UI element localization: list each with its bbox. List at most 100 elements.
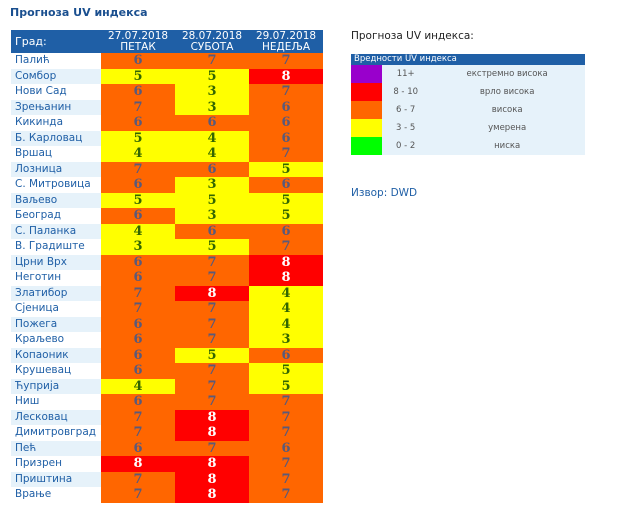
city-name: Лозница <box>11 161 101 177</box>
uv-value-cell: 6 <box>101 115 175 131</box>
uv-value-cell: 6 <box>101 363 175 379</box>
uv-value-cell: 7 <box>175 301 249 317</box>
city-name: Палић <box>11 53 101 69</box>
uv-value-cell: 3 <box>175 177 249 193</box>
uv-value-cell: 4 <box>249 301 323 317</box>
uv-value-cell: 7 <box>101 425 175 441</box>
uv-value-cell: 5 <box>175 192 249 208</box>
uv-value-cell: 6 <box>175 115 249 131</box>
uv-value-cell: 7 <box>101 99 175 115</box>
uv-value-cell: 6 <box>249 99 323 115</box>
uv-value-cell: 5 <box>175 68 249 84</box>
legend-row: 11+ екстремно висока <box>351 65 585 83</box>
table-row: Копаоник 6 5 6 <box>11 347 323 363</box>
legend-color-swatch <box>351 119 382 137</box>
city-name: Ниш <box>11 394 101 410</box>
legend-label: ниска <box>429 137 585 155</box>
uv-value-cell: 6 <box>101 208 175 224</box>
day-name: ПЕТАК <box>120 40 156 53</box>
table-row: Црни Врх 6 7 8 <box>11 254 323 270</box>
day-column-header: 29.07.2018 НЕДЕЉА <box>249 30 323 53</box>
table-row: Неготин 6 7 8 <box>11 270 323 286</box>
day-column-header: 28.07.2018 СУБОТА <box>175 30 249 53</box>
uv-value-cell: 8 <box>101 456 175 472</box>
uv-value-cell: 5 <box>175 239 249 255</box>
legend-label: умерена <box>429 119 585 137</box>
uv-value-cell: 7 <box>249 84 323 100</box>
table-row: Димитровград 7 8 7 <box>11 425 323 441</box>
uv-value-cell: 7 <box>249 239 323 255</box>
legend-range: 8 - 10 <box>382 83 430 101</box>
uv-value-cell: 4 <box>249 285 323 301</box>
table-row: С. Митровица 6 3 6 <box>11 177 323 193</box>
uv-value-cell: 7 <box>249 456 323 472</box>
legend-title: Прогноза UV индекса: <box>351 30 474 42</box>
uv-value-cell: 6 <box>249 223 323 239</box>
uv-value-cell: 6 <box>101 53 175 69</box>
uv-value-cell: 3 <box>101 239 175 255</box>
table-row: Нови Сад 6 3 7 <box>11 84 323 100</box>
city-column-header: Град: <box>11 30 101 53</box>
table-row: Кикинда 6 6 6 <box>11 115 323 131</box>
legend-label: врло висока <box>429 83 585 101</box>
uv-value-cell: 7 <box>175 394 249 410</box>
uv-legend-table: Вредности UV индекса 11+ екстремно висока… <box>351 54 585 155</box>
city-name: Пећ <box>11 440 101 456</box>
table-row: Ћуприја 4 7 5 <box>11 378 323 394</box>
uv-value-cell: 3 <box>175 99 249 115</box>
table-row: Сомбор 5 5 8 <box>11 68 323 84</box>
table-row: Приштина 7 8 7 <box>11 471 323 487</box>
legend-color-swatch <box>351 65 382 83</box>
uv-value-cell: 5 <box>101 130 175 146</box>
uv-value-cell: 5 <box>249 192 323 208</box>
uv-value-cell: 5 <box>101 192 175 208</box>
table-row: Краљево 6 7 3 <box>11 332 323 348</box>
uv-value-cell: 6 <box>101 177 175 193</box>
city-name: Кикинда <box>11 115 101 131</box>
uv-value-cell: 7 <box>101 301 175 317</box>
uv-value-cell: 7 <box>101 487 175 503</box>
uv-value-cell: 8 <box>175 456 249 472</box>
city-name: Ћуприја <box>11 378 101 394</box>
city-name: В. Градиште <box>11 239 101 255</box>
city-name: Крушевац <box>11 363 101 379</box>
uv-value-cell: 7 <box>101 409 175 425</box>
city-name: Вршац <box>11 146 101 162</box>
source-note: Извор: DWD <box>351 187 418 199</box>
uv-value-cell: 6 <box>101 316 175 332</box>
city-name: Сјеница <box>11 301 101 317</box>
uv-value-cell: 5 <box>249 208 323 224</box>
uv-value-cell: 6 <box>101 332 175 348</box>
uv-value-cell: 7 <box>175 254 249 270</box>
city-name: Краљево <box>11 332 101 348</box>
table-row: Зрењанин 7 3 6 <box>11 99 323 115</box>
uv-value-cell: 8 <box>175 471 249 487</box>
uv-value-cell: 8 <box>175 425 249 441</box>
table-row: Врање 7 8 7 <box>11 487 323 503</box>
day-column-header: 27.07.2018 ПЕТАК <box>101 30 175 53</box>
table-row: Б. Карловац 5 4 6 <box>11 130 323 146</box>
legend-range: 3 - 5 <box>382 119 430 137</box>
day-date: 27.07.2018 <box>107 29 169 42</box>
city-name: Пожега <box>11 316 101 332</box>
uv-value-cell: 7 <box>249 53 323 69</box>
table-row: Ваљево 5 5 5 <box>11 192 323 208</box>
uv-value-cell: 3 <box>249 332 323 348</box>
city-name: Нови Сад <box>11 84 101 100</box>
uv-value-cell: 8 <box>175 409 249 425</box>
city-name: Призрен <box>11 456 101 472</box>
table-row: Сјеница 7 7 4 <box>11 301 323 317</box>
uv-value-cell: 6 <box>249 115 323 131</box>
uv-value-cell: 5 <box>175 347 249 363</box>
legend-color-swatch <box>351 137 382 155</box>
day-date: 29.07.2018 <box>255 29 317 42</box>
table-row: Призрен 8 8 7 <box>11 456 323 472</box>
uv-value-cell: 7 <box>101 285 175 301</box>
table-row: Пожега 6 7 4 <box>11 316 323 332</box>
uv-value-cell: 3 <box>175 208 249 224</box>
city-name: Димитровград <box>11 425 101 441</box>
table-row: Ниш 6 7 7 <box>11 394 323 410</box>
legend-row: 3 - 5 умерена <box>351 119 585 137</box>
uv-value-cell: 8 <box>249 68 323 84</box>
city-name: Копаоник <box>11 347 101 363</box>
